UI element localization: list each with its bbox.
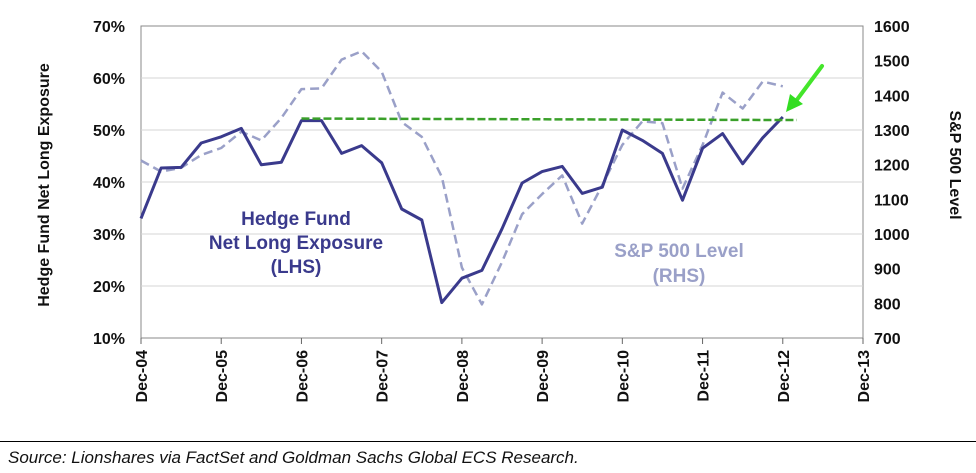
x-tick-label: Dec-07 bbox=[375, 350, 392, 403]
left-tick-label: 20% bbox=[93, 279, 125, 296]
right-tick-label: 1200 bbox=[874, 158, 910, 175]
lhs-annotation-line-2: Net Long Exposure bbox=[209, 233, 383, 254]
right-tick-label: 700 bbox=[874, 331, 901, 348]
rhs-annotation-line-1: S&P 500 Level bbox=[614, 241, 744, 262]
right-axis-ticks: 700 800 900 1000 1100 1200 1300 1400 1500 1600 bbox=[874, 19, 910, 348]
x-tick-label: Dec-11 bbox=[696, 350, 713, 402]
x-tick-label: Dec-13 bbox=[856, 350, 873, 403]
lhs-annotation-line-1: Hedge Fund bbox=[241, 209, 351, 230]
left-tick-label: 50% bbox=[93, 123, 125, 140]
left-tick-label: 70% bbox=[93, 19, 125, 36]
right-tick-label: 1600 bbox=[874, 19, 910, 36]
x-tick-label: Dec-04 bbox=[134, 350, 151, 403]
lhs-annotation: Hedge Fund Net Long Exposure (LHS) bbox=[209, 209, 383, 278]
chart: 10% 20% 30% 40% 50% 60% 70% 700 800 900 1000 1100 1… bbox=[36, 19, 963, 402]
hedge-fund-exposure-line bbox=[139, 115, 784, 305]
rhs-annotation: S&P 500 Level (RHS) bbox=[614, 241, 744, 287]
left-tick-label: 10% bbox=[93, 331, 125, 348]
left-tick-label: 30% bbox=[93, 227, 125, 244]
x-tick-label: Dec-10 bbox=[615, 350, 632, 403]
left-tick-label: 60% bbox=[93, 71, 125, 88]
reference-level-line bbox=[301, 117, 797, 122]
right-tick-label: 1000 bbox=[874, 227, 910, 244]
right-tick-label: 900 bbox=[874, 262, 901, 279]
left-axis-title: Hedge Fund Net Long Exposure bbox=[36, 63, 53, 307]
right-tick-label: 1100 bbox=[874, 192, 909, 209]
sp500-level-line bbox=[140, 50, 784, 306]
x-tick-label: Dec-09 bbox=[535, 350, 552, 403]
source-note: Source: Lionshares via FactSet and Goldm… bbox=[8, 448, 579, 467]
x-axis-ticks: Dec-04 Dec-05 Dec-06 Dec-07 Dec-08 Dec-09 Dec-… bbox=[134, 338, 873, 402]
left-tick-label: 40% bbox=[93, 175, 125, 192]
green-arrow-icon bbox=[786, 64, 824, 112]
divider bbox=[0, 441, 976, 442]
series-layer bbox=[139, 50, 797, 306]
right-axis-title: S&P 500 Level bbox=[946, 110, 963, 219]
x-tick-label: Dec-05 bbox=[214, 350, 231, 403]
left-axis-ticks: 10% 20% 30% 40% 50% 60% 70% bbox=[93, 19, 125, 348]
right-tick-label: 1500 bbox=[874, 54, 910, 71]
right-tick-label: 1400 bbox=[874, 88, 910, 105]
right-tick-label: 800 bbox=[874, 296, 901, 313]
lhs-annotation-line-3: (LHS) bbox=[271, 257, 322, 278]
x-tick-label: Dec-08 bbox=[455, 350, 472, 403]
x-tick-label: Dec-12 bbox=[776, 350, 793, 403]
right-tick-label: 1300 bbox=[874, 123, 910, 140]
gridlines bbox=[141, 77, 863, 287]
x-tick-label: Dec-06 bbox=[294, 350, 311, 403]
rhs-annotation-line-2: (RHS) bbox=[653, 266, 706, 287]
